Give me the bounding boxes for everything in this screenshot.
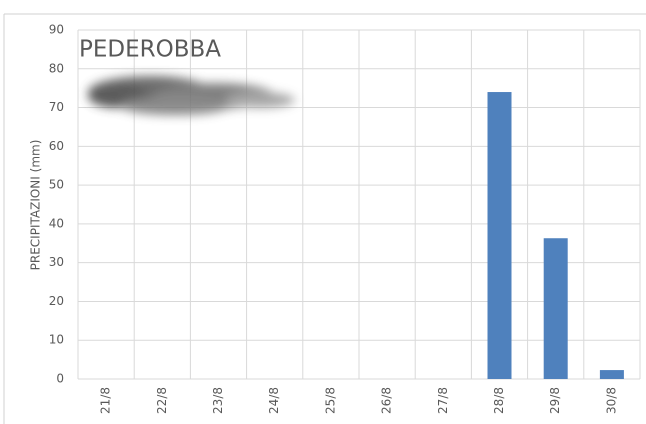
x-tick-label: 24/8 [267,387,281,414]
y-tick-label: 50 [49,178,64,192]
y-tick-label: 20 [49,294,64,308]
x-tick-label: 29/8 [548,387,562,414]
x-tick-label: 21/8 [99,387,113,414]
bar [599,370,624,379]
chart-title: PEDEROBBA [79,37,221,63]
x-tick-label: 25/8 [323,387,337,414]
y-tick-label: 40 [49,216,64,230]
y-tick-label: 30 [49,255,64,269]
y-tick-label: 10 [49,333,64,347]
y-tick-label: 80 [49,61,64,75]
y-tick-label: 90 [49,23,64,37]
y-tick-label: 70 [49,100,64,114]
x-tick-label: 27/8 [436,387,450,414]
y-tick-label: 60 [49,139,64,153]
bar [543,238,568,379]
x-tick-label: 30/8 [604,387,618,414]
bar [487,92,512,380]
x-tick-label: 26/8 [380,387,394,414]
y-axis-label: PRECIPITAZIONI (mm) [29,140,43,271]
x-tick-label: 23/8 [211,387,225,414]
y-tick-label: 0 [56,372,64,386]
x-tick-label: 22/8 [155,387,169,414]
x-tick-label: 28/8 [492,387,506,414]
cloud-image [88,76,295,115]
plot-area: 0 10 20 30 40 50 60 70 80 90 21/8 22/8 23/8 24/8 25/8 2… [49,23,641,414]
